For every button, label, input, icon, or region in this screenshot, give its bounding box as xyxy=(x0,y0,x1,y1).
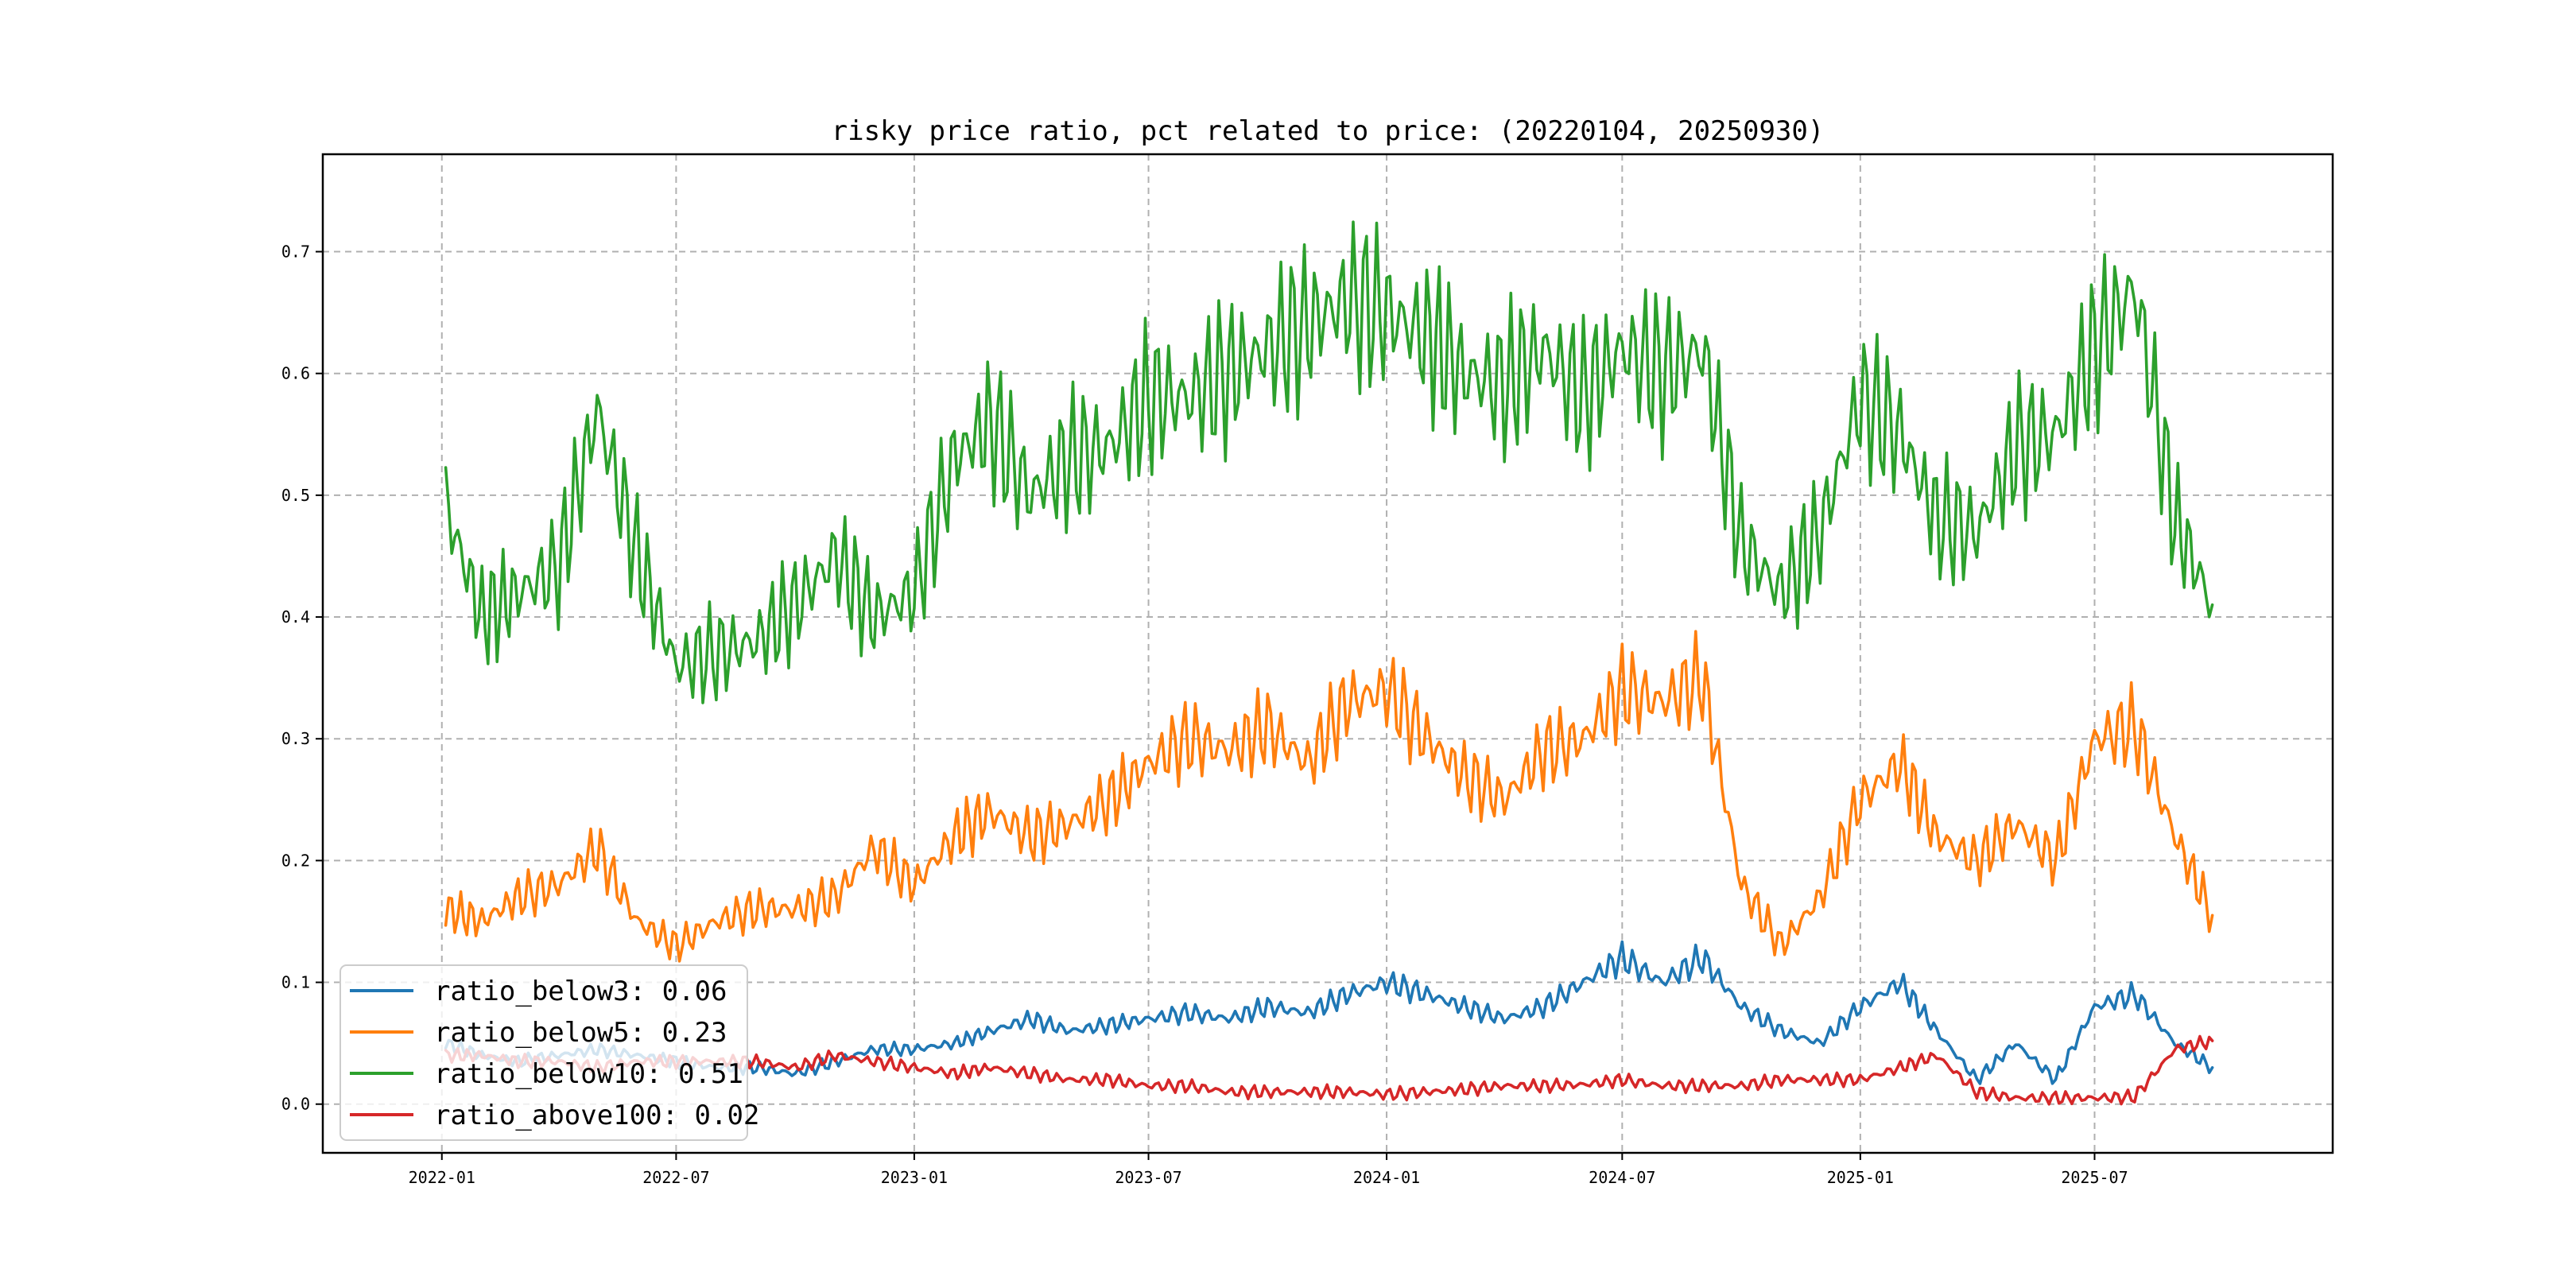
x-tick-label: 2022-01 xyxy=(409,1168,475,1187)
series-line-ratio_below5 xyxy=(444,630,2214,963)
y-tick-label: 0.7 xyxy=(281,242,310,262)
legend-label-ratio_below10: ratio_below10: 0.51 xyxy=(434,1058,743,1090)
y-tick-label: 0.2 xyxy=(281,851,310,870)
chart-title: risky price ratio, pct related to price:… xyxy=(832,115,1825,147)
legend-label-ratio_below5: ratio_below5: 0.23 xyxy=(434,1017,727,1049)
y-tick-label: 0.6 xyxy=(281,364,310,383)
y-tick-label: 0.0 xyxy=(281,1095,310,1114)
legend-box xyxy=(339,964,748,1141)
plot-frame xyxy=(321,153,2334,1154)
x-tick-label: 2023-01 xyxy=(881,1168,948,1187)
x-tick-label: 2024-01 xyxy=(1353,1168,1420,1187)
legend-label-ratio_above100: ratio_above100: 0.02 xyxy=(434,1100,759,1131)
y-tick-label: 0.5 xyxy=(281,486,310,505)
x-tick-label: 2025-01 xyxy=(1827,1168,1894,1187)
series-line-ratio_below10 xyxy=(444,220,2214,704)
y-tick-label: 0.1 xyxy=(281,973,310,992)
axis-ticks: 2022-01 2022-07 2023-01 2023-07 2024-01 2024-… xyxy=(281,242,2128,1187)
x-tick-label: 2025-07 xyxy=(2061,1168,2128,1187)
legend-label-ratio_below3: ratio_below3: 0.06 xyxy=(434,976,727,1007)
legend: ratio_below3: 0.06 ratio_below5: 0.23 rati… xyxy=(339,964,759,1141)
x-tick-label: 2022-07 xyxy=(642,1168,709,1187)
y-tick-label: 0.4 xyxy=(281,607,310,627)
x-tick-label: 2023-07 xyxy=(1115,1168,1181,1187)
x-tick-label: 2024-07 xyxy=(1589,1168,1655,1187)
y-tick-label: 0.3 xyxy=(281,729,310,748)
